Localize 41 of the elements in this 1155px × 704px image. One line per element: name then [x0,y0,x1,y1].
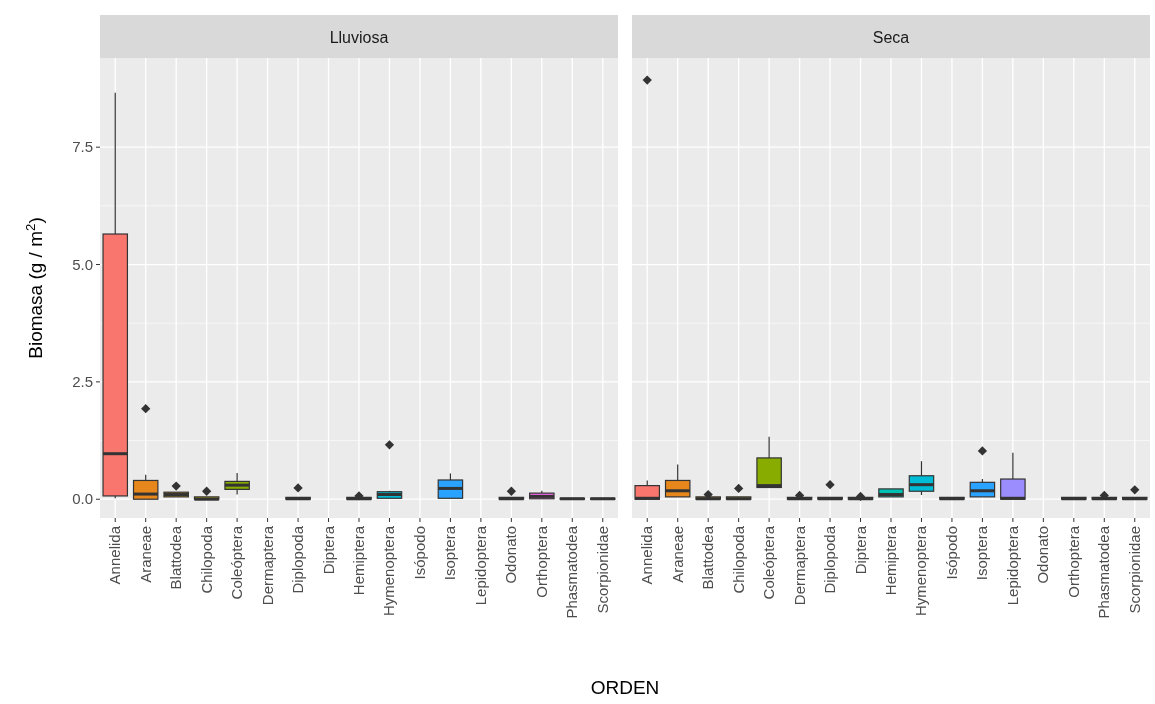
x-tick-label: Phasmatodea [1095,525,1113,619]
x-tick-label: Chilopoda [197,525,215,594]
x-tick-label: Diptera [319,525,337,575]
x-tick-label: Diptera [851,525,869,575]
x-tick-label: Diplopoda [821,525,839,594]
x-tick-label: Lepidoptera [1003,525,1021,606]
x-tick-label: Scorpionidae [593,526,611,614]
x-tick-label: Odonato [1034,526,1052,584]
x-tick-label: Odonato [502,526,520,584]
x-tick-label: Annelida [638,525,656,585]
y-tick-label: 0.0 [72,490,93,508]
x-axis-title: ORDEN [590,677,660,698]
x-tick-label: Isoptera [973,525,991,581]
x-tick-label: Orthoptera [1064,525,1082,598]
x-tick-label: Annelida [106,525,124,585]
chart-title: Seca [872,28,910,46]
x-tick-label: Dermaptera [790,525,808,606]
x-tick-label: Chilopoda [729,525,747,594]
x-tick-label: Isópodo [410,526,428,580]
x-tick-label: Dermaptera [258,525,276,606]
x-tick-label: Coleóptera [760,525,778,600]
y-tick-label: 5.0 [72,255,93,273]
x-tick-label: Hymenoptera [380,525,398,617]
x-tick-label: Orthoptera [532,525,550,598]
x-tick-label: Blattodea [167,525,185,590]
x-tick-label: Diplopoda [289,525,307,594]
y-tick-label: 7.5 [72,138,93,156]
x-tick-label: Phasmatodea [563,525,581,619]
chart-title: Lluviosa [329,28,389,46]
x-tick-label: Isópodo [942,526,960,580]
x-tick-label: Lepidoptera [471,525,489,606]
x-tick-label: Blattodea [699,525,717,590]
x-tick-label: Hymenoptera [912,525,930,617]
y-tick-label: 2.5 [72,372,93,390]
x-tick-label: Hemiptera [882,525,899,596]
x-tick-label: Coleóptera [228,525,246,600]
x-tick-label: Hemiptera [350,525,367,596]
x-tick-label: Scorpionidae [1125,526,1143,614]
x-tick-label: Araneae [136,526,154,583]
x-tick-label: Araneae [668,526,686,583]
x-tick-label: Isoptera [441,525,459,581]
